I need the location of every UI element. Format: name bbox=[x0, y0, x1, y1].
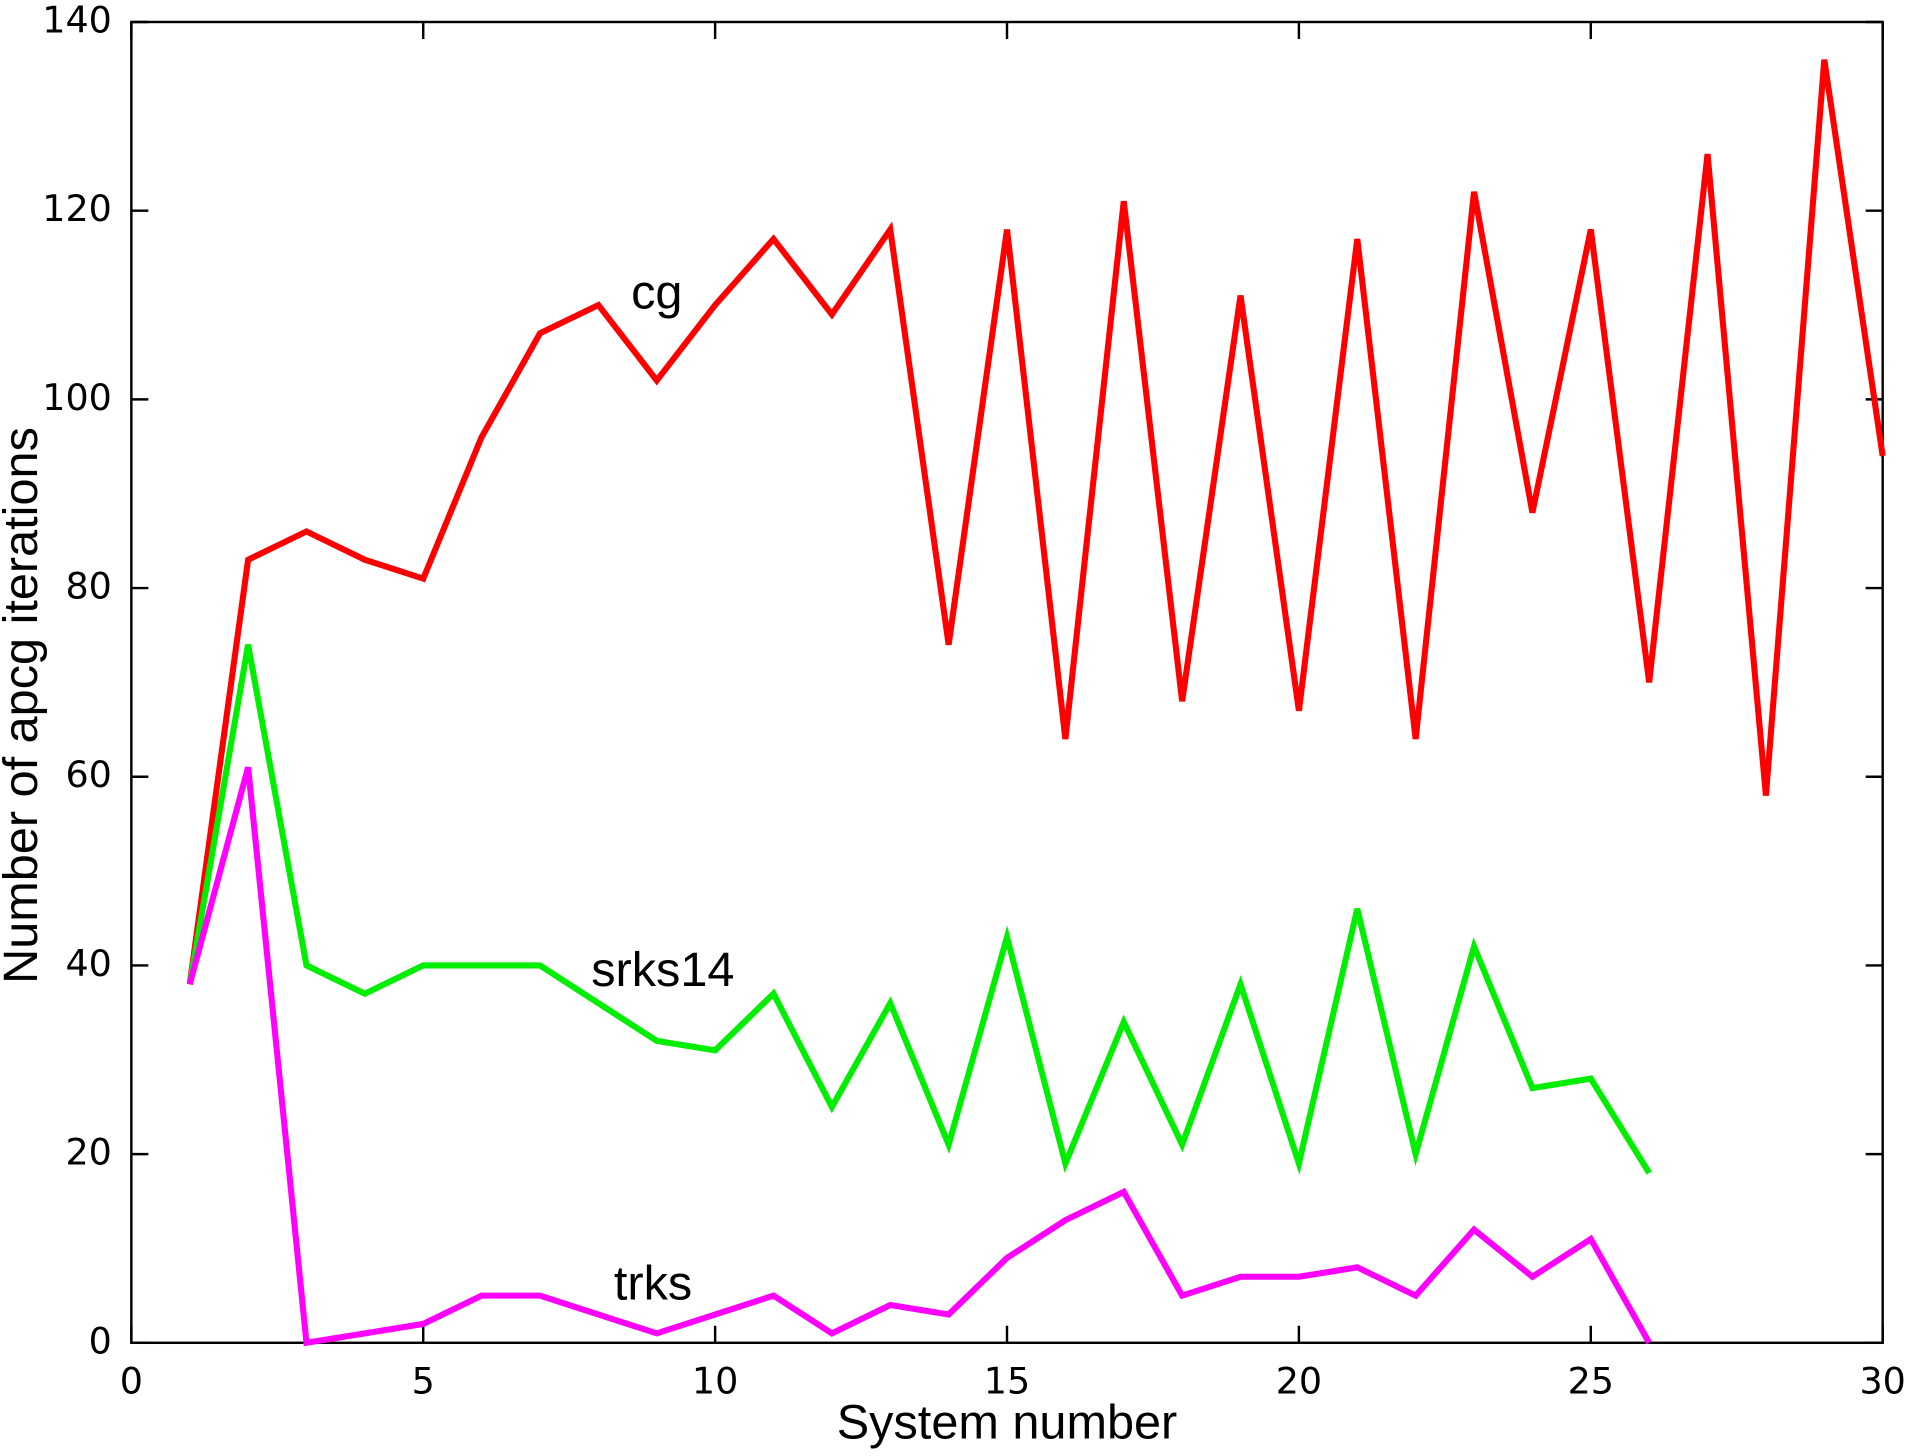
series-label: trks bbox=[614, 1257, 692, 1311]
line-series bbox=[186, 766, 1652, 1347]
y-tick-label: 100 bbox=[42, 376, 112, 419]
plot-frame bbox=[130, 20, 1884, 1345]
line-series bbox=[186, 59, 1886, 985]
y-tick-label: 60 bbox=[65, 753, 111, 796]
line-series bbox=[186, 644, 1652, 1175]
x-tick-label: 15 bbox=[984, 1359, 1030, 1402]
x-tick-label: 5 bbox=[412, 1359, 435, 1402]
y-tick-label: 0 bbox=[89, 1319, 112, 1362]
series-label: cg bbox=[631, 265, 682, 319]
y-tick-label: 40 bbox=[65, 942, 111, 985]
x-axis-label: System number bbox=[837, 1395, 1178, 1449]
x-tick-label: 20 bbox=[1276, 1359, 1322, 1402]
y-tick-label: 140 bbox=[42, 0, 112, 41]
x-tick-label: 0 bbox=[120, 1359, 143, 1402]
x-tick-label: 30 bbox=[1859, 1359, 1905, 1402]
x-tick-label: 10 bbox=[692, 1359, 738, 1402]
y-tick-label: 120 bbox=[42, 187, 112, 230]
y-tick-label: 20 bbox=[65, 1131, 111, 1174]
x-tick-label: 25 bbox=[1568, 1359, 1614, 1402]
series-label: srks14 bbox=[591, 943, 734, 997]
y-tick-label: 80 bbox=[65, 565, 111, 608]
y-axis-label: Number of apcg iterations bbox=[0, 427, 48, 984]
